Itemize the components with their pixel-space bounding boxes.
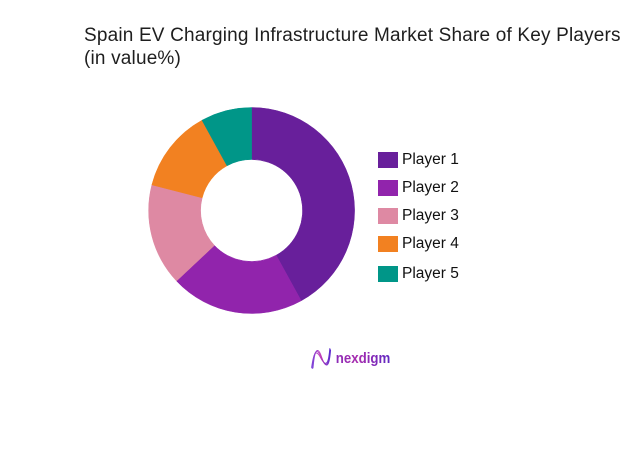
svg-text:nexdigm: nexdigm (336, 350, 391, 367)
